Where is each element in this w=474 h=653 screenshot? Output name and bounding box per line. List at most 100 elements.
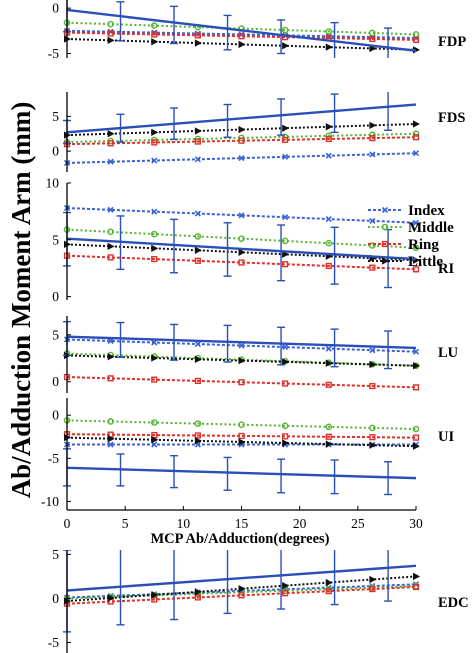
- point-middle: [194, 233, 202, 240]
- point-ring: [412, 434, 420, 441]
- y-tick-label: -10: [41, 494, 59, 509]
- legend-entry-little: Little: [368, 254, 443, 270]
- point-ring: [238, 592, 245, 599]
- mean-line: [66, 466, 417, 480]
- point-middle: [412, 425, 420, 433]
- point-little: [151, 128, 159, 137]
- point-little: [369, 441, 377, 449]
- panel-label: RI: [438, 261, 454, 277]
- panel-data: [63, 92, 420, 167]
- point-ring: [107, 254, 114, 261]
- point-middle: [325, 239, 333, 247]
- point-index: [282, 344, 289, 351]
- point-little: [194, 246, 202, 254]
- x-tick-label: 10: [177, 516, 191, 531]
- point-little: [107, 594, 115, 602]
- point-little: [413, 442, 420, 450]
- panel-label: FDP: [438, 34, 466, 50]
- point-ring: [325, 262, 332, 270]
- panel-ri: 10 5 0 RI: [46, 176, 455, 305]
- point-ring: [325, 381, 332, 388]
- point-ring: [369, 434, 376, 441]
- point-little: [151, 354, 159, 362]
- point-little: [282, 581, 290, 590]
- point-little: [238, 125, 246, 134]
- point-little: [325, 123, 333, 131]
- error-bar: [384, 92, 393, 131]
- point-middle: [150, 419, 158, 426]
- panel-edc: 5 0 -5 EDC: [48, 547, 469, 653]
- legend-marker: [382, 257, 390, 265]
- y-tick-label: 0: [52, 1, 59, 16]
- panel-ui: 0 -5 -10 0 5 10 15 20 25 30 UI: [41, 398, 454, 531]
- point-middle: [150, 22, 158, 29]
- point-little: [238, 40, 246, 49]
- error-bar: [223, 456, 232, 491]
- legend-label: Index: [408, 203, 445, 219]
- panel-data: [63, 550, 420, 633]
- point-little: [325, 359, 333, 367]
- series-line-ring: [66, 585, 417, 605]
- mean-line: [66, 237, 417, 261]
- panel-label: FDS: [438, 110, 465, 126]
- point-ring: [282, 380, 289, 387]
- point-ring: [238, 33, 245, 40]
- y-tick-label: 10: [46, 176, 60, 191]
- point-index: [369, 347, 376, 354]
- point-little: [413, 120, 420, 128]
- point-little: [282, 250, 290, 258]
- error-bar: [170, 323, 179, 361]
- y-tick-label: 0: [52, 289, 59, 304]
- point-ring: [151, 256, 158, 263]
- point-ring: [107, 375, 114, 382]
- point-middle: [412, 130, 420, 138]
- point-middle: [412, 244, 420, 252]
- panel-data: [63, 417, 420, 496]
- point-ring: [194, 594, 201, 601]
- point-little: [194, 588, 202, 596]
- point-index: [194, 340, 201, 348]
- legend-label: Little: [408, 254, 443, 270]
- y-tick-label: 5: [52, 232, 59, 247]
- point-ring: [238, 432, 245, 440]
- point-little: [325, 43, 333, 51]
- point-ring: [282, 433, 289, 440]
- point-ring: [238, 137, 245, 144]
- error-bar: [223, 222, 232, 277]
- point-ring: [369, 585, 376, 593]
- point-ring: [282, 261, 289, 268]
- point-middle: [369, 242, 376, 249]
- legend-marker: [381, 223, 389, 231]
- point-index: [151, 339, 158, 346]
- point-middle: [238, 235, 245, 242]
- point-middle: [281, 237, 289, 245]
- point-index: [238, 212, 245, 219]
- point-index: [325, 345, 332, 352]
- y-tick-label: 5: [52, 547, 59, 562]
- point-middle: [281, 422, 289, 430]
- point-index: [412, 348, 420, 355]
- point-ring: [412, 583, 420, 591]
- error-bar: [116, 321, 125, 359]
- point-index: [151, 208, 158, 215]
- point-ring: [325, 588, 332, 595]
- point-little: [238, 585, 246, 593]
- error-bar: [170, 5, 179, 45]
- point-ring: [194, 377, 201, 385]
- series-line-index: [66, 29, 417, 40]
- point-ring: [325, 433, 332, 440]
- point-little: [282, 42, 290, 50]
- panel-label: UI: [438, 429, 454, 445]
- error-bar: [223, 103, 232, 138]
- error-bar: [384, 330, 393, 370]
- point-ring: [194, 138, 201, 145]
- point-middle: [107, 228, 114, 236]
- figure-ylabel: Ab/Adduction Moment Arm (mm): [6, 102, 36, 499]
- point-little: [413, 362, 420, 370]
- point-little: [369, 121, 377, 130]
- point-middle: [325, 423, 333, 431]
- error-bar: [384, 27, 393, 58]
- point-index: [325, 152, 332, 159]
